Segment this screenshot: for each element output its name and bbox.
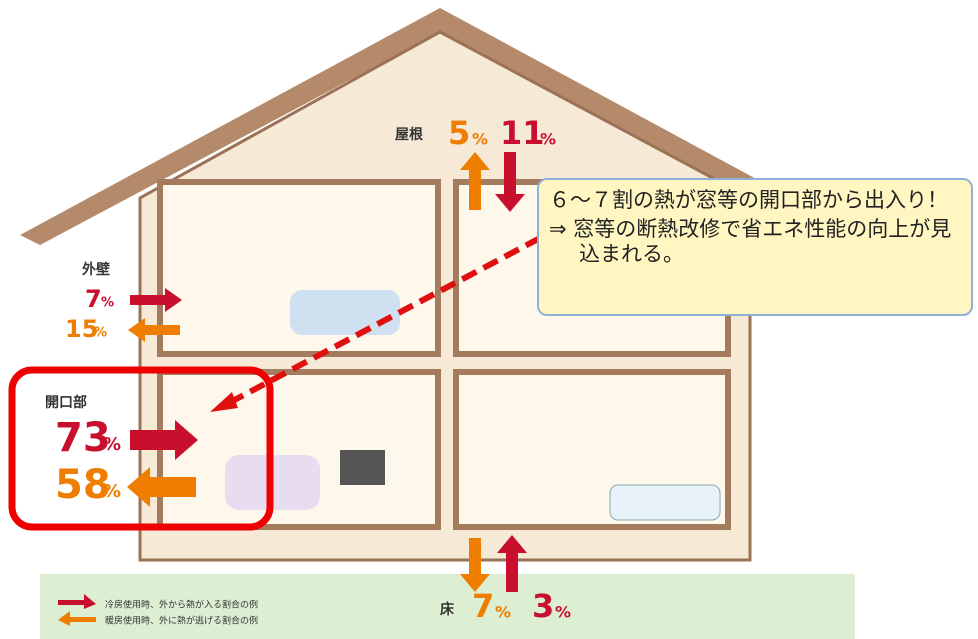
- legend-heating: 暖房使用時、外に熱が逃げる割合の例: [105, 615, 258, 627]
- legend-cooling: 冷房使用時、外から熱が入る割合の例: [105, 599, 258, 611]
- bathtub: [610, 485, 720, 520]
- unit: %: [472, 130, 488, 149]
- roof-label: 屋根: [395, 126, 424, 143]
- callout-line1: ６～７割の熱が窓等の開口部から出入り！: [549, 188, 948, 212]
- unit: %: [103, 434, 121, 455]
- floor-out: 3: [532, 587, 554, 625]
- floor-label: 床: [440, 601, 455, 618]
- opening-label: 開口部: [45, 394, 87, 411]
- callout-line2: ⇒ 窓等の断熱改修で省エネ性能の向上が見込まれる。: [549, 217, 961, 267]
- tv: [340, 450, 385, 485]
- unit: %: [540, 130, 556, 149]
- roof-in: 5: [448, 114, 470, 152]
- wall-in: 7: [85, 285, 102, 313]
- unit: %: [94, 326, 107, 341]
- callout: ６～７割の熱が窓等の開口部から出入り！ ⇒ 窓等の断熱改修で省エネ性能の向上が見…: [537, 178, 973, 316]
- bed: [290, 290, 400, 335]
- unit: %: [101, 296, 114, 311]
- page: 屋根 5 % 11 % 外壁 7 % 15 % 開口部 73 % 58 % 床 …: [0, 0, 978, 639]
- floor-in: 7: [472, 587, 494, 625]
- unit: %: [555, 603, 571, 622]
- wall-label: 外壁: [82, 261, 110, 278]
- unit: %: [495, 603, 511, 622]
- roof-out: 11: [500, 114, 545, 152]
- unit: %: [103, 481, 121, 502]
- house-diagram: 屋根 5 % 11 % 外壁 7 % 15 % 開口部 73 % 58 % 床 …: [0, 0, 978, 639]
